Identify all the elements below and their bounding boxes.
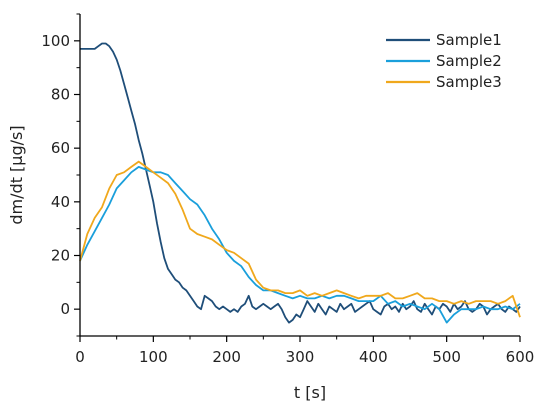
legend-label-sample3: Sample3 — [436, 73, 502, 91]
series-line-sample3 — [79, 160, 521, 318]
x-tick-label: 0 — [75, 348, 85, 366]
legend: Sample1 Sample2 Sample3 — [386, 31, 502, 91]
y-axis-label: dm/dt [µg/s] — [7, 125, 26, 224]
y-tick-label: 40 — [51, 193, 70, 211]
series-line-sample2 — [79, 166, 521, 324]
x-tick-label: 600 — [506, 348, 535, 366]
y-tick-label: 0 — [60, 300, 70, 318]
y-tick-label: 100 — [41, 32, 70, 50]
y-tick-label: 80 — [51, 86, 70, 104]
ticks: 0 100 200 300 400 500 600 0 20 40 60 80 100 — [41, 13, 535, 366]
x-tick-label: 100 — [139, 348, 168, 366]
x-tick-label: 400 — [359, 348, 388, 366]
x-tick-label: 200 — [212, 348, 241, 366]
y-tick-label: 20 — [51, 247, 70, 265]
series-line-sample1 — [80, 42, 521, 324]
legend-label-sample1: Sample1 — [436, 31, 502, 49]
plot-lines — [79, 42, 521, 324]
legend-label-sample2: Sample2 — [436, 52, 502, 70]
x-tick-label: 300 — [286, 348, 315, 366]
x-tick-label: 500 — [432, 348, 461, 366]
y-tick-label: 60 — [51, 139, 70, 157]
x-axis-label: t [s] — [294, 383, 326, 402]
